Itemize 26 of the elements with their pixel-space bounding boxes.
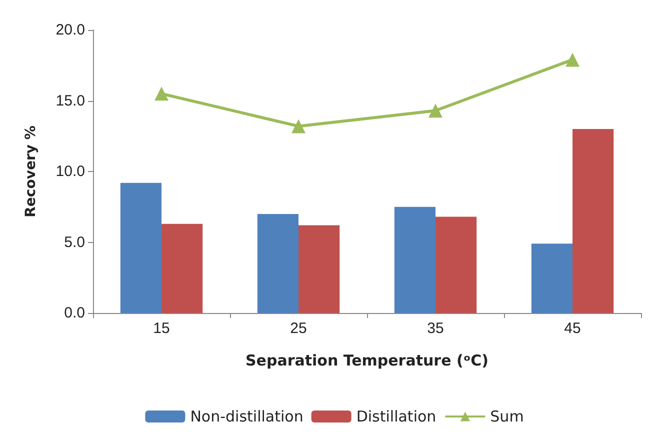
point [566,52,580,67]
legend-label: Sum [490,408,524,426]
x-tick-label: 45 [564,320,581,337]
legend-label: Distillation [356,408,436,426]
bar [120,182,162,313]
bar [298,225,340,313]
bar [162,224,203,313]
x-tick-label: 25 [290,320,307,337]
bar [572,129,614,313]
y-tick-label: 5.0 [64,234,85,251]
point [292,119,306,134]
bar [531,244,572,313]
x-axis-title: Separation Temperature (ᵒC) [245,352,489,370]
y-axis-title: Recovery % [23,126,39,218]
y-tick-label: 10.0 [56,163,85,180]
bar [257,214,298,313]
x-tick-label: 35 [427,320,444,337]
legend-label: Non-distillation [190,408,304,426]
bar [394,206,436,313]
bar [436,216,477,313]
point [154,86,168,101]
y-tick-label: 0.0 [64,304,85,322]
y-tick-label: 20.0 [56,22,85,38]
point [428,104,442,118]
y-tick-label: 15.0 [56,92,85,110]
x-tick-label: 15 [153,320,170,337]
